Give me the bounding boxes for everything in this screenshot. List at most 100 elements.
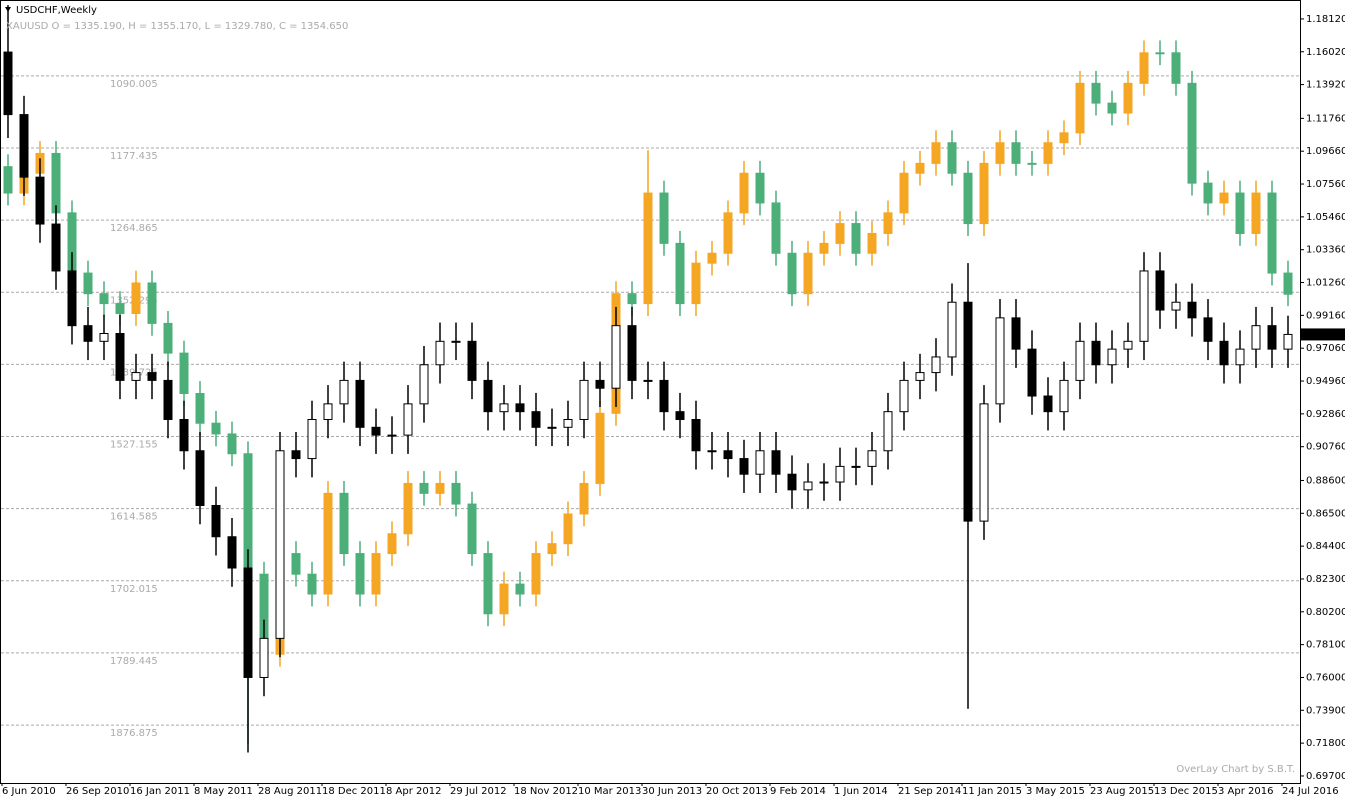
y-tick-label: 0.80200 [1306, 607, 1345, 618]
y-tick-label: 1.13920 [1306, 80, 1345, 91]
candle-body [307, 418, 317, 460]
candle-body [371, 426, 381, 436]
candle-body [1091, 82, 1101, 104]
candle-body [1139, 270, 1149, 342]
candle-body [339, 492, 349, 555]
candle-body [595, 379, 605, 389]
x-tick-label: 28 Aug 2011 [258, 786, 322, 797]
candle-body [259, 637, 269, 678]
x-tick-label: 18 Dec 2011 [322, 786, 386, 797]
candle-body [387, 434, 397, 437]
y-tick-label: 0.99160 [1306, 310, 1345, 321]
candle-body [51, 152, 61, 214]
y2-tick-label: 1614.585 [110, 512, 158, 523]
candle-body [819, 481, 829, 484]
candle-body [419, 482, 429, 494]
y2-tick-label: 1177.435 [110, 151, 158, 162]
candle-body [451, 340, 461, 343]
candle-body [483, 379, 493, 413]
y-tick-label: 0.86500 [1306, 508, 1345, 519]
last-price-box [1301, 328, 1345, 341]
candle-body [291, 553, 301, 575]
candle-body [691, 418, 701, 452]
y2-tick-label: 1264.865 [110, 223, 158, 234]
candle-body [499, 583, 509, 615]
candle-body [99, 332, 109, 342]
x-tick-label: 30 Jun 2013 [642, 786, 702, 797]
candle-body [1043, 395, 1053, 413]
candle-body [739, 458, 749, 475]
candle-body [1187, 301, 1197, 319]
candle-body [483, 553, 493, 615]
candle-body [835, 465, 845, 483]
y-tick-label: 0.71800 [1306, 738, 1345, 749]
x-tick-label: 13 Dec 2015 [1154, 786, 1218, 797]
candle-body [387, 533, 397, 555]
candle-body [547, 543, 557, 555]
x-tick-label: 18 Nov 2012 [514, 786, 578, 797]
y2-tick-label: 1789.445 [110, 656, 158, 667]
x-tick-label: 29 Jul 2012 [450, 786, 507, 797]
candle-body [787, 252, 797, 295]
candle-body [579, 482, 589, 515]
y-tick-label: 0.78100 [1306, 640, 1345, 651]
candle-body [659, 192, 669, 244]
y-tick-label: 0.94960 [1306, 376, 1345, 387]
y-tick-label: 1.11760 [1306, 113, 1345, 124]
candle-body [1107, 102, 1117, 114]
candle-body [467, 503, 477, 555]
candle-body [979, 162, 989, 225]
x-tick-label: 9 Feb 2014 [770, 786, 826, 797]
candle-body [1075, 340, 1085, 381]
x-tick-label: 3 Apr 2016 [1218, 786, 1273, 797]
candle-body [1171, 301, 1181, 311]
y2-tick-label: 1876.875 [110, 728, 158, 739]
x-tick-label: 8 May 2011 [194, 786, 253, 797]
y-tick-label: 1.07560 [1306, 179, 1345, 190]
candle-body [931, 142, 941, 164]
candle-body [995, 317, 1005, 405]
candle-body [403, 403, 413, 436]
candle-body [339, 379, 349, 405]
menu-triangle[interactable] [5, 7, 11, 12]
last-price-label: 0.97940 [1306, 329, 1345, 340]
x-tick-label: 26 Sep 2010 [66, 786, 129, 797]
candle-body [115, 332, 125, 381]
x-tick-label: 10 Mar 2013 [578, 786, 641, 797]
plot-frame [0, 0, 1301, 784]
y-tick-label: 0.84400 [1306, 541, 1345, 552]
candle-body [211, 422, 221, 435]
candle-body [323, 492, 333, 595]
candle-body [883, 212, 893, 234]
candle-body [1267, 325, 1277, 350]
candle-body [963, 301, 973, 522]
candle-body [659, 379, 669, 413]
y-tick-label: 1.03360 [1306, 245, 1345, 256]
candle-body [1075, 82, 1085, 134]
candle-body [83, 272, 93, 295]
candle-body [851, 223, 861, 254]
candle-body [1251, 192, 1261, 234]
candle-body [1267, 192, 1277, 274]
x-tick-label: 16 Jan 2011 [130, 786, 190, 797]
x-tick-label: 3 May 2015 [1026, 786, 1085, 797]
candle-body [163, 322, 173, 354]
candle-body [1123, 82, 1133, 114]
x-tick-label: 6 Jun 2010 [2, 786, 56, 797]
candle-body [691, 262, 701, 305]
candle-body [803, 481, 813, 491]
candle-body [611, 325, 621, 389]
candle-body [403, 482, 413, 535]
candle-body [147, 282, 157, 324]
candle-body [323, 403, 333, 420]
candle-body [195, 450, 205, 506]
candle-body [979, 403, 989, 522]
y2-tick-label: 1702.015 [110, 584, 158, 595]
y-tick-label: 0.88600 [1306, 475, 1345, 486]
candle-body [3, 51, 13, 116]
candle-body [723, 450, 733, 460]
chart-subtitle: XAUUSD O = 1335.190, H = 1355.170, L = 1… [6, 21, 348, 32]
candle-body [819, 242, 829, 254]
y-tick-label: 0.76000 [1306, 672, 1345, 683]
candle-body [451, 482, 461, 505]
